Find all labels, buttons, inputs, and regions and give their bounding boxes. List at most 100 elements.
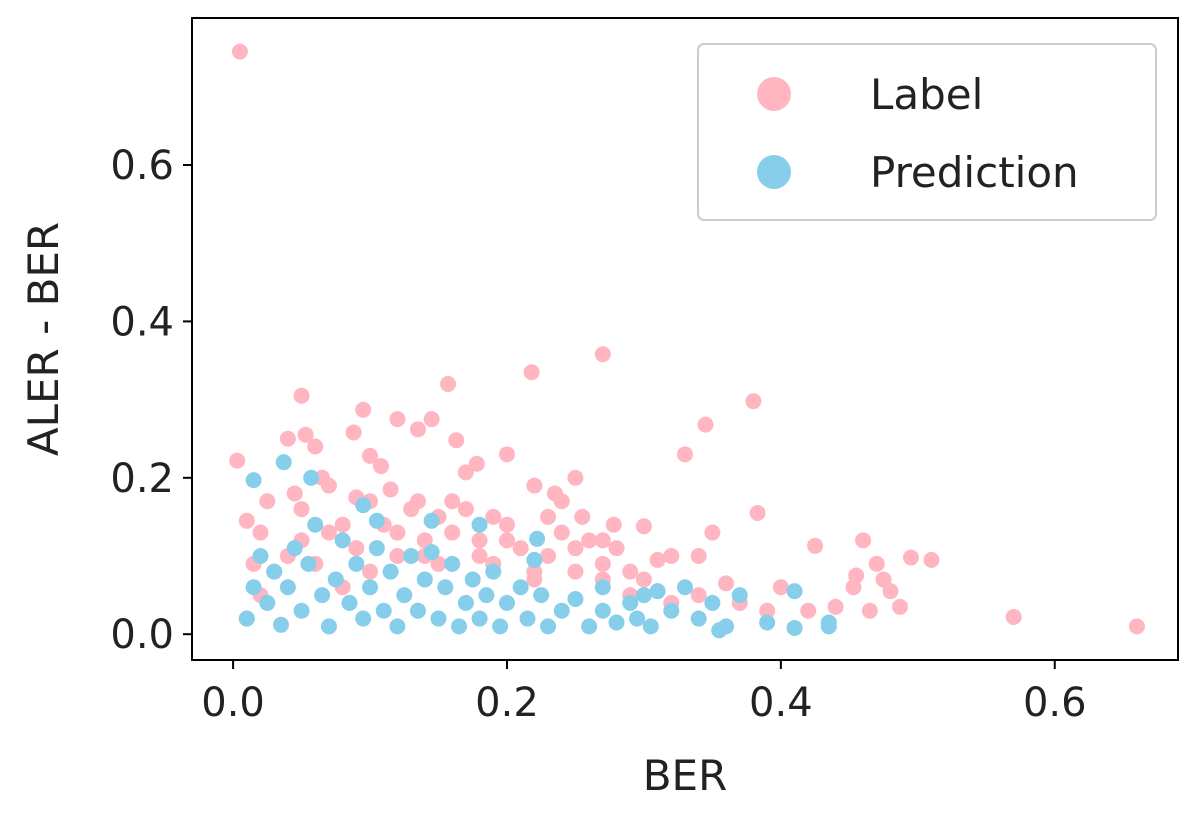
point [293, 602, 310, 619]
point [855, 532, 872, 549]
point [649, 551, 666, 568]
y-axis-label: ALER - BER [19, 222, 68, 456]
y-tick-label: 0.0 [110, 612, 174, 658]
point [320, 477, 337, 494]
point [389, 524, 406, 541]
point [820, 614, 837, 631]
point [786, 583, 803, 600]
point [800, 602, 817, 619]
point [279, 430, 296, 447]
point [553, 602, 570, 619]
point [1128, 618, 1145, 635]
point [362, 447, 379, 464]
y-tick-label: 0.2 [110, 456, 174, 502]
point [423, 411, 440, 428]
point [478, 587, 495, 604]
point [642, 618, 659, 635]
point [581, 618, 598, 635]
point [485, 563, 502, 580]
point [512, 579, 529, 596]
point [594, 346, 611, 363]
y-tick-label: 0.4 [110, 299, 174, 345]
point [718, 618, 735, 635]
point [437, 579, 454, 596]
point [341, 594, 358, 611]
point [759, 602, 776, 619]
point [718, 575, 735, 592]
point [448, 432, 465, 449]
point [567, 469, 584, 486]
point [389, 411, 406, 428]
point [286, 540, 303, 557]
x-tick-label: 0.4 [749, 680, 813, 726]
point [416, 532, 433, 549]
point [498, 532, 515, 549]
y-tick-label: 0.6 [110, 143, 174, 189]
point [293, 501, 310, 518]
x-tick-label: 0.6 [1023, 680, 1087, 726]
point [868, 555, 885, 572]
point [526, 551, 543, 568]
point [605, 516, 622, 533]
point [697, 416, 714, 433]
point [266, 563, 283, 580]
point [430, 610, 447, 627]
point [471, 516, 488, 533]
point [273, 616, 290, 633]
point [229, 452, 246, 469]
point [307, 516, 324, 533]
point [663, 602, 680, 619]
point [320, 618, 337, 635]
point [279, 579, 296, 596]
point [786, 619, 803, 636]
point [745, 393, 762, 410]
point [444, 524, 461, 541]
point [498, 446, 515, 463]
point [635, 518, 652, 535]
point [649, 583, 666, 600]
point [423, 544, 440, 561]
point [594, 532, 611, 549]
point [423, 512, 440, 529]
point [512, 540, 529, 557]
point [759, 614, 776, 631]
legend-box [697, 43, 1157, 221]
point [451, 618, 468, 635]
point [471, 532, 488, 549]
point [259, 594, 276, 611]
point [690, 587, 707, 604]
point [252, 547, 269, 564]
point [334, 532, 351, 549]
point [245, 579, 262, 596]
point [286, 485, 303, 502]
point [567, 540, 584, 557]
point [635, 571, 652, 588]
point [327, 571, 344, 588]
point [526, 477, 543, 494]
point [355, 497, 372, 514]
point [581, 532, 598, 549]
point [875, 571, 892, 588]
point [444, 555, 461, 572]
point [677, 446, 693, 463]
point [416, 571, 433, 588]
point [523, 364, 540, 381]
point [252, 524, 269, 541]
point [663, 547, 680, 564]
point [348, 540, 365, 557]
point [540, 547, 557, 564]
point [409, 421, 426, 438]
point [622, 563, 639, 580]
point [409, 493, 426, 510]
point [457, 501, 474, 518]
point [334, 516, 351, 533]
point [807, 537, 824, 554]
point [731, 587, 748, 604]
point [348, 555, 365, 572]
point [704, 594, 721, 611]
point [471, 547, 488, 564]
legend-marker [757, 77, 791, 111]
point [314, 587, 331, 604]
point [409, 602, 426, 619]
point [677, 579, 693, 596]
